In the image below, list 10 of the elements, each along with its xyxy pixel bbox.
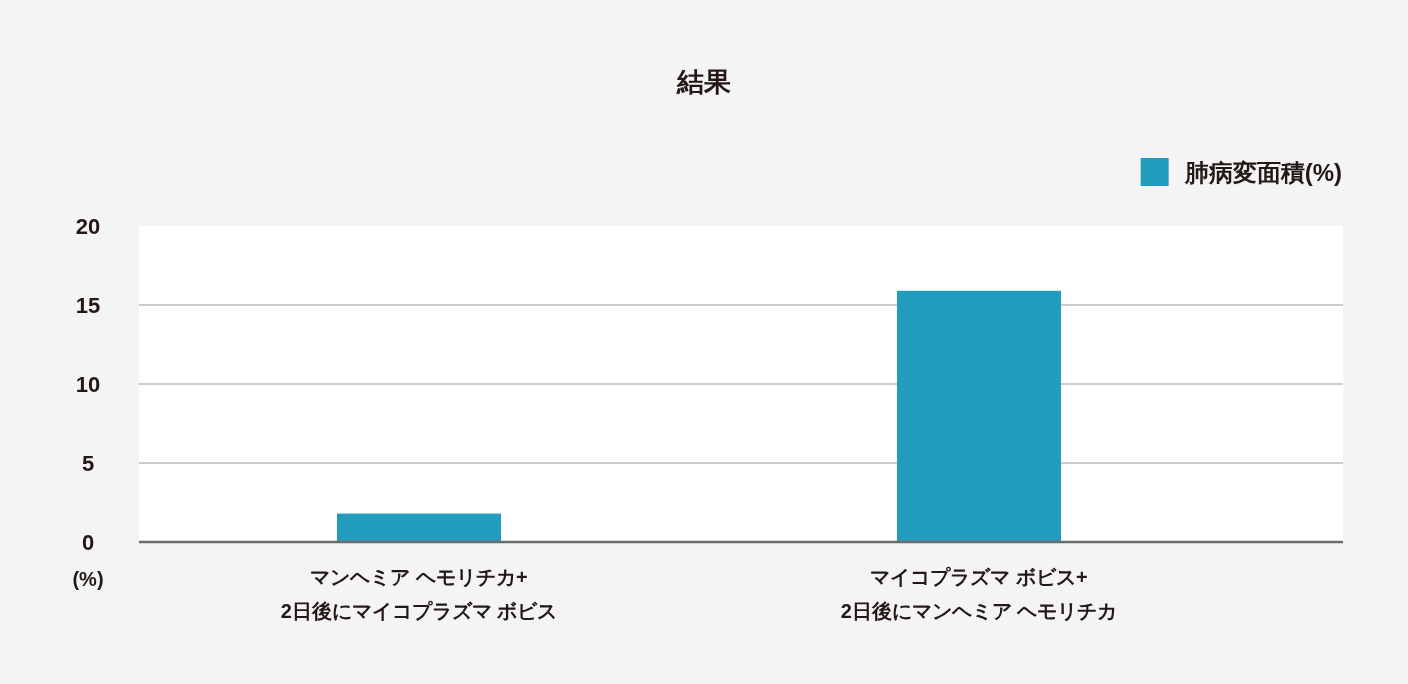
y-axis-title: (%) <box>72 568 104 590</box>
legend-label: 肺病変面積(%) <box>1184 159 1342 186</box>
title: 結果 <box>677 67 731 97</box>
x-tick-label: マンヘミア ヘモリチカ+ 2日後にマイコプラズマ ボビス <box>280 566 558 622</box>
y-tick-label: 20 <box>75 214 101 239</box>
x-tick-label: マイコプラズマ ボビス+ 2日後にマンヘミア ヘモリチカ <box>840 566 1118 622</box>
y-tick-label: 15 <box>75 293 101 318</box>
y-tick-label: 5 <box>81 451 95 476</box>
y-tick-label: 0 <box>81 530 95 555</box>
y-tick-label: 10 <box>75 372 101 397</box>
